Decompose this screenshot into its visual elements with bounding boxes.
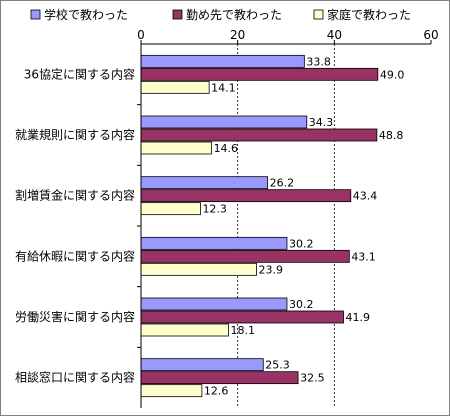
tick-label-60: 60 bbox=[423, 28, 438, 42]
legend-swatch-1 bbox=[30, 9, 41, 20]
value-label-2-2: 48.8 bbox=[379, 129, 404, 142]
bar-3-3 bbox=[140, 202, 201, 216]
bar-3-1 bbox=[140, 176, 269, 190]
bar-1-3 bbox=[140, 80, 210, 94]
legend-swatch-2 bbox=[172, 9, 183, 20]
category-label-5: 労働災害に関する内容 bbox=[15, 309, 135, 324]
value-label-1-2: 49.0 bbox=[380, 68, 405, 81]
x-axis-ticks: 0 20 40 60 bbox=[137, 28, 439, 44]
bar-4-1 bbox=[140, 236, 288, 250]
legend-label-2: 勤め先で教わった bbox=[186, 7, 282, 22]
tick-label-40: 40 bbox=[327, 28, 342, 42]
legend-label-1: 学校で教わった bbox=[44, 7, 128, 22]
tick-label-20: 20 bbox=[230, 28, 245, 42]
bar-5-3 bbox=[140, 323, 229, 337]
value-label-5-2: 41.9 bbox=[346, 311, 371, 324]
legend-swatch-3 bbox=[313, 9, 324, 20]
value-label-3-1: 26.2 bbox=[270, 177, 295, 190]
category-label-6: 相談窓口に関する内容 bbox=[15, 370, 135, 385]
value-label-4-1: 30.2 bbox=[289, 237, 314, 250]
bar-6-2 bbox=[140, 371, 299, 385]
tick-label-0: 0 bbox=[137, 28, 145, 42]
legend-label-3: 家庭で教わった bbox=[327, 7, 411, 22]
value-label-5-3: 18.1 bbox=[230, 324, 255, 337]
category-label-3: 割増賃金に関する内容 bbox=[15, 188, 135, 203]
bar-6-3 bbox=[140, 384, 203, 398]
bar-1-1 bbox=[140, 54, 305, 68]
bar-2-1 bbox=[140, 115, 308, 129]
category-label-4: 有給休暇に関する内容 bbox=[15, 248, 135, 263]
axes bbox=[140, 43, 431, 408]
category-label-2: 就業規則に関する内容 bbox=[15, 127, 135, 142]
bars: 33.8 49.0 14.1 34.3 48.8 14.6 26.2 43.4 12.3 30.2… bbox=[140, 54, 405, 398]
value-label-3-3: 12.3 bbox=[202, 203, 227, 216]
grid bbox=[237, 44, 335, 408]
value-label-1-3: 14.1 bbox=[211, 81, 236, 94]
value-label-4-2: 43.1 bbox=[351, 250, 376, 263]
bar-1-2 bbox=[140, 67, 379, 81]
category-labels: 36協定に関する内容就業規則に関する内容割増賃金に関する内容有給休暇に関する内容… bbox=[15, 66, 141, 385]
bar-4-3 bbox=[140, 262, 257, 276]
bar-3-2 bbox=[140, 189, 352, 203]
value-label-5-1: 30.2 bbox=[289, 298, 314, 311]
category-label-1: 36協定に関する内容 bbox=[24, 66, 135, 81]
bar-4-2 bbox=[140, 249, 350, 263]
value-label-4-3: 23.9 bbox=[259, 263, 284, 276]
value-label-2-3: 14.6 bbox=[214, 142, 239, 155]
value-label-6-1: 25.3 bbox=[265, 359, 290, 372]
value-label-1-1: 33.8 bbox=[306, 55, 331, 68]
bar-2-2 bbox=[140, 128, 378, 142]
value-label-6-2: 32.5 bbox=[300, 372, 325, 385]
bar-5-2 bbox=[140, 310, 344, 324]
value-label-6-3: 12.6 bbox=[204, 385, 229, 398]
value-label-3-2: 43.4 bbox=[353, 190, 378, 203]
bar-2-3 bbox=[140, 141, 212, 155]
bar-6-1 bbox=[140, 358, 264, 372]
value-label-2-1: 34.3 bbox=[309, 116, 334, 129]
legend: 学校で教わった 勤め先で教わった 家庭で教わった bbox=[30, 7, 411, 22]
bar-5-1 bbox=[140, 297, 288, 311]
